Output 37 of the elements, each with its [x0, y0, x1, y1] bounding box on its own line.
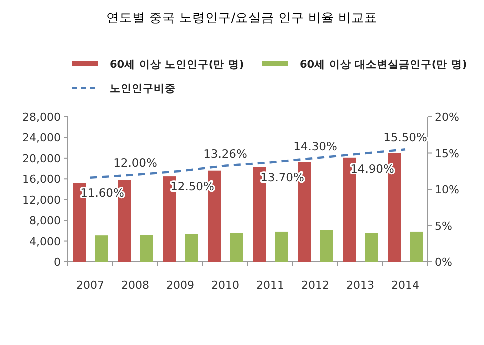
bar [365, 233, 378, 262]
y-tick-label: 28,000 [22, 111, 61, 124]
y-tick-label: 8,000 [30, 214, 61, 228]
legend-label: 60세 이상 노인인구(만 명) [110, 59, 244, 71]
x-tick-label: 2011 [256, 279, 284, 292]
bar [140, 235, 153, 262]
y2-tick-label: 0% [435, 256, 452, 269]
x-tick-label: 2009 [166, 279, 194, 292]
bar [410, 232, 423, 262]
bar [230, 233, 243, 262]
y2-tick-label: 5% [435, 220, 452, 233]
data-label: 13.26% [204, 146, 248, 161]
x-tick-label: 2013 [346, 279, 374, 292]
bar [275, 232, 288, 262]
y-tick-label: 0 [54, 256, 61, 269]
legend-label: 60세 이상 대소변실금인구(만 명) [300, 59, 468, 71]
x-tick-label: 2012 [302, 279, 330, 292]
bar [320, 230, 333, 262]
y-tick-label: 16,000 [22, 173, 61, 186]
data-label: 14.30% [294, 139, 338, 154]
y-tick-label: 20,000 [22, 152, 61, 166]
y2-tick-label: 20% [435, 111, 460, 124]
bar [185, 234, 198, 262]
x-tick-label: 2014 [392, 279, 420, 292]
x-tick-label: 2007 [76, 279, 104, 292]
y-tick-label: 4,000 [30, 235, 61, 248]
bar [95, 236, 108, 262]
data-label: 15.50% [384, 130, 428, 145]
y2-tick-label: 10% [435, 184, 460, 196]
x-tick-label: 2008 [122, 279, 150, 292]
y-tick-label: 12,000 [22, 194, 61, 207]
chart-title: 연도별 중국 노령인구/요실금 인구 비율 비교표 [106, 10, 378, 25]
data-label: 12.00% [114, 156, 158, 170]
y2-tick-label: 15% [435, 147, 460, 160]
y-tick-label: 24,000 [22, 132, 61, 145]
x-tick-label: 2010 [212, 279, 240, 292]
legend-label: 노인인구비중 [110, 83, 176, 95]
